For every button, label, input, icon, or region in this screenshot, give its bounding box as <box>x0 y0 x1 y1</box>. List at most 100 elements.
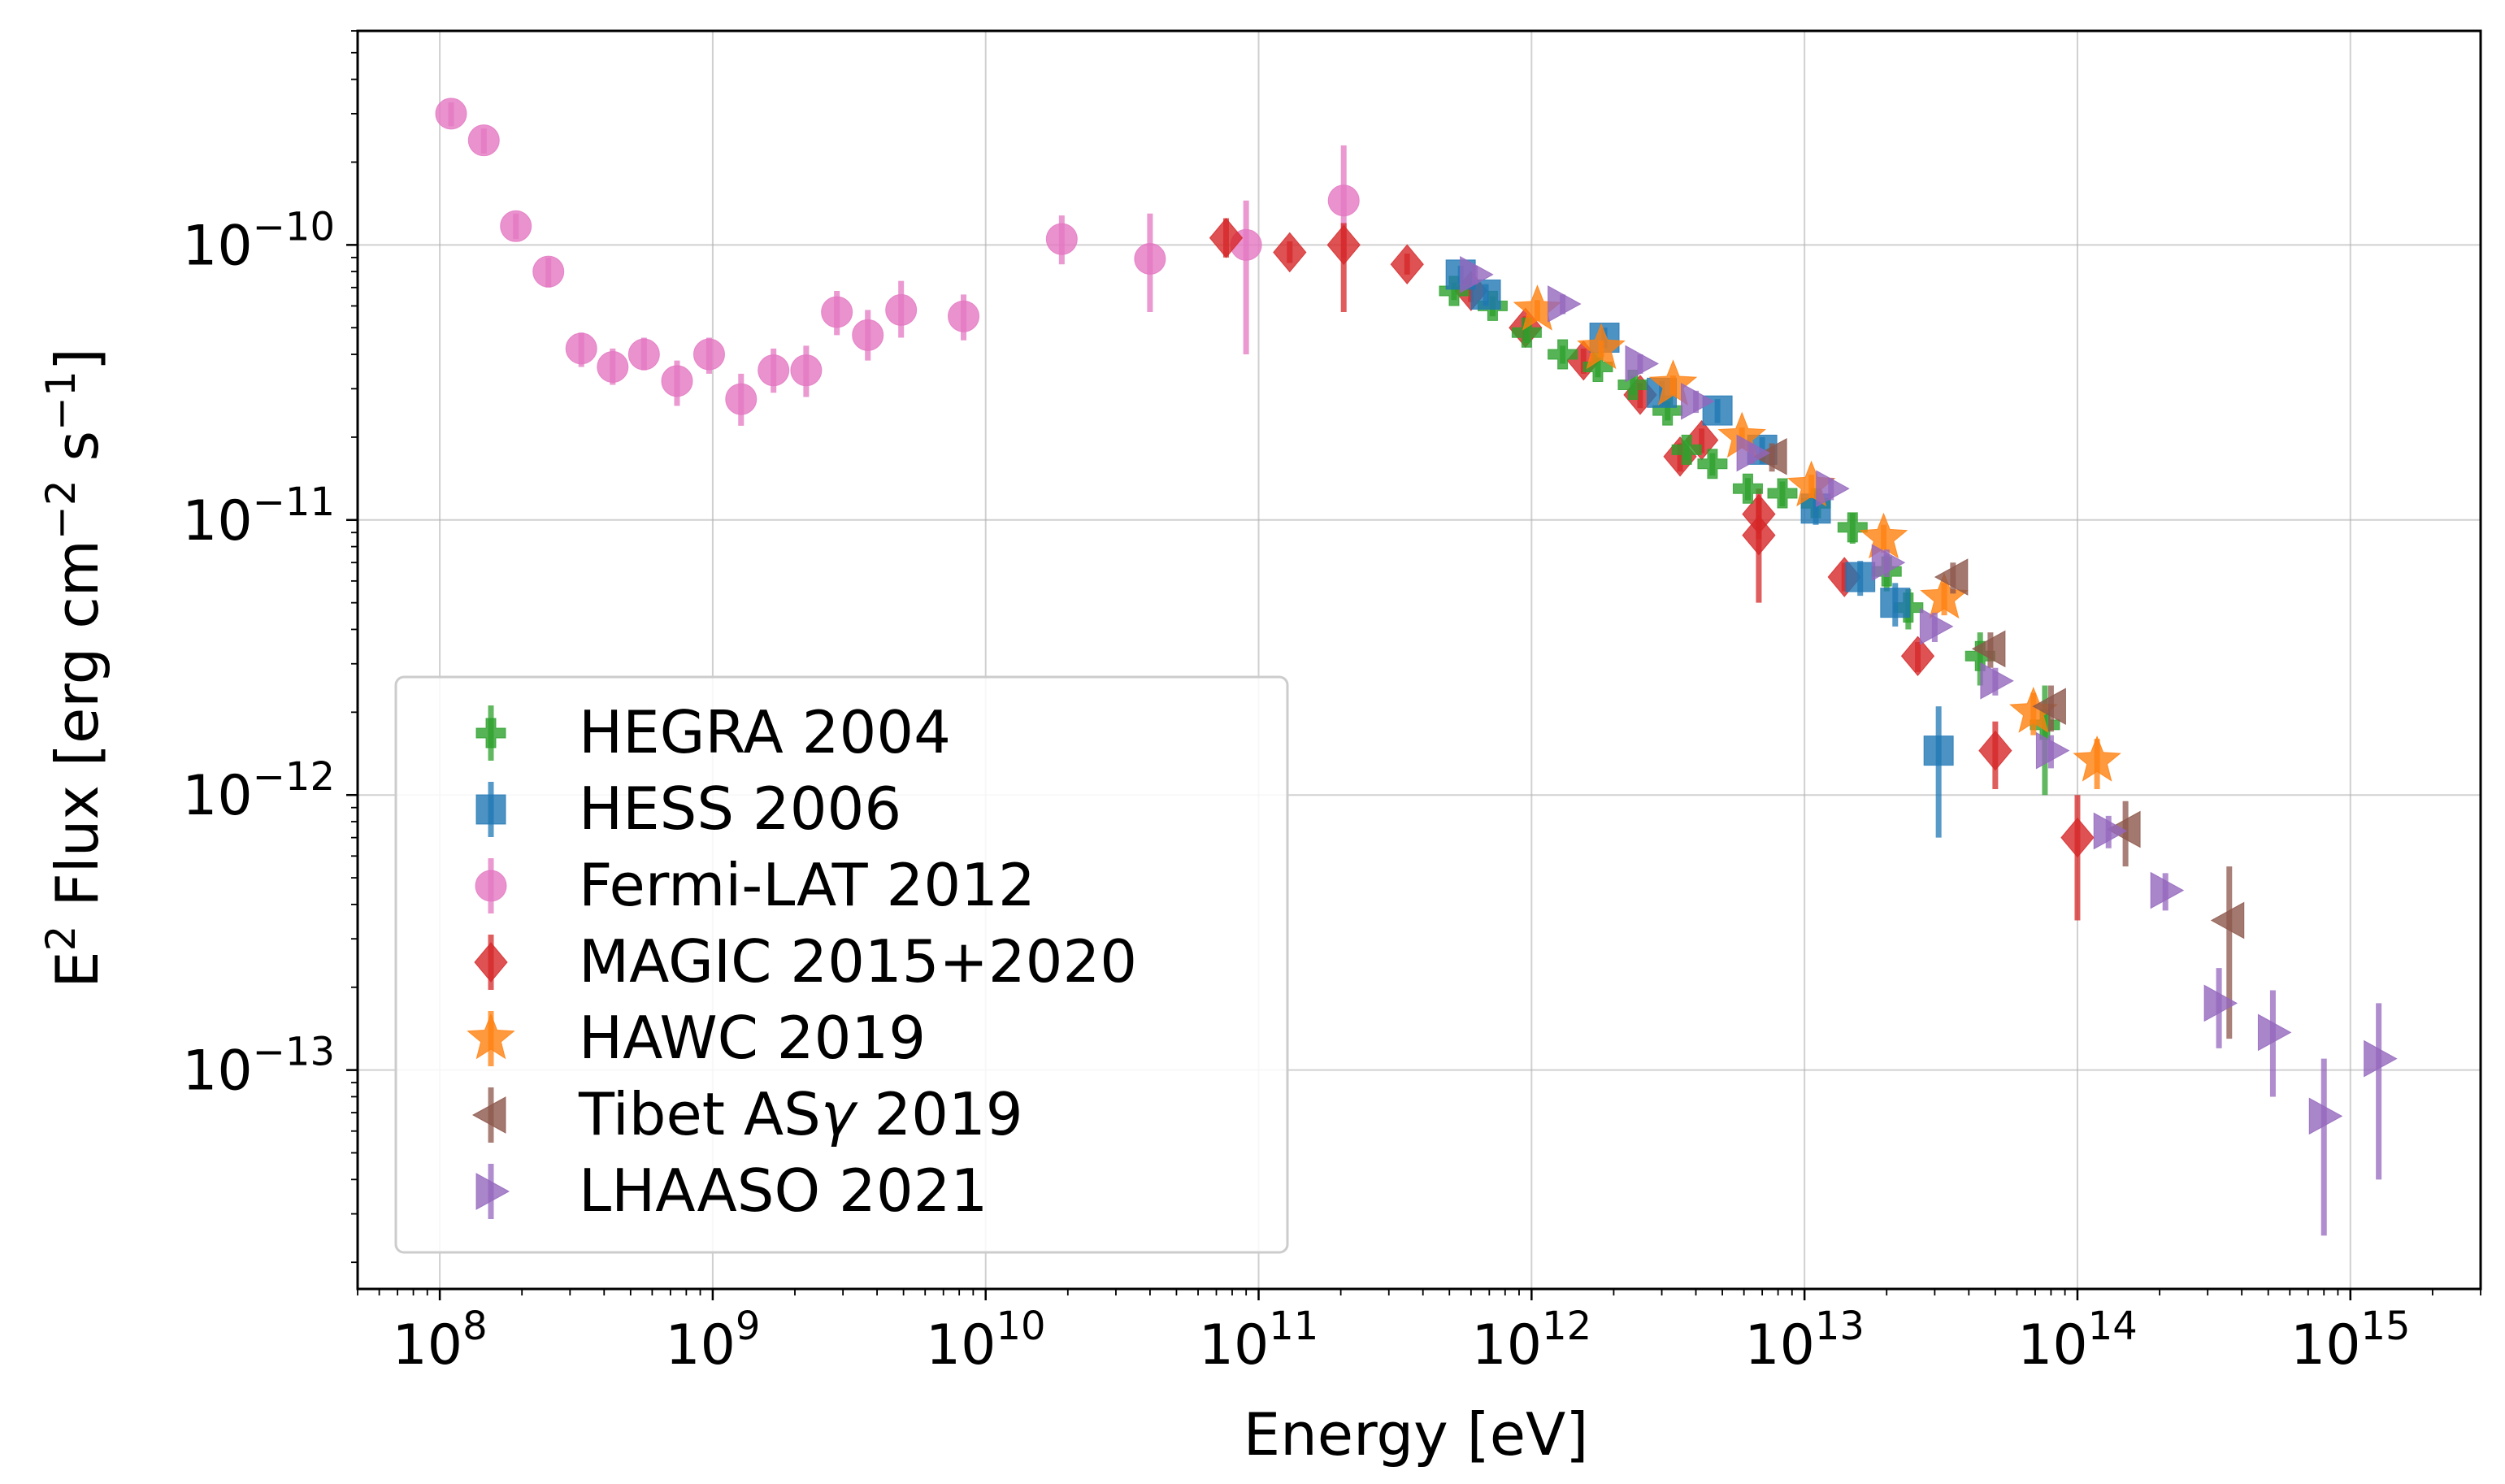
point-lhaaso-2021 <box>1816 470 1850 508</box>
legend-label-fermi: Fermi-LAT 2012 <box>579 851 1035 919</box>
x-tick-label-exp: 14 <box>2088 1304 2138 1349</box>
point-hawc-2019 <box>1648 359 1698 406</box>
point-lhaaso-2021 <box>2150 871 2185 909</box>
point-lhaaso-2021 <box>1736 434 1771 472</box>
tick-labels: 108 109 1010 1011 1012 1013 1014 101510−1310−12… <box>182 204 2410 1378</box>
point-lhaaso-2021 <box>1460 256 1494 293</box>
point-fermi-lat-2012 <box>435 98 467 130</box>
y-axis-label-e: E <box>43 951 111 988</box>
y-axis-label-s-exp: −1 <box>37 371 85 431</box>
point-hess-2006 <box>1845 562 1876 592</box>
point-hess-2006 <box>1880 588 1911 618</box>
legend-label-lhaaso: LHAASO 2021 <box>579 1156 988 1225</box>
point-fermi-lat-2012 <box>852 319 884 351</box>
point-tibet-as-2019 <box>1753 437 1787 475</box>
y-tick-label-base: 10 <box>182 1039 253 1104</box>
x-tick-label-base: 10 <box>2017 1313 2088 1378</box>
x-tick-label: 109 <box>665 1304 760 1378</box>
y-axis-label: E2 Flux [erg cm−2 s−1] <box>37 348 111 988</box>
point-fermi-lat-2012 <box>821 296 853 328</box>
point-magic-2015-2020 <box>1900 636 1935 677</box>
x-tick-label-base: 10 <box>926 1313 996 1378</box>
y-axis-label-cm-exp: −2 <box>37 479 85 540</box>
y-tick-label: 10−12 <box>182 754 335 828</box>
point-hegra-2004 <box>1767 478 1798 509</box>
y-tick-label-exp: −10 <box>253 204 335 250</box>
series-lhaaso-2021 <box>1460 256 2398 1236</box>
point-hawc-2019 <box>2073 735 2121 782</box>
y-axis-label-e-exp: 2 <box>37 926 85 952</box>
x-tick-label: 1015 <box>2290 1304 2411 1378</box>
point-lhaaso-2021 <box>1625 345 1660 383</box>
y-tick-label-base: 10 <box>182 764 253 828</box>
point-fermi-lat-2012 <box>1134 242 1166 275</box>
x-tick-label-exp: 15 <box>2361 1304 2411 1349</box>
legend-markers <box>467 705 515 1219</box>
point-lhaaso-2021 <box>1681 382 1715 420</box>
point-magic-2015-2020 <box>1273 232 1307 273</box>
point-fermi-lat-2012 <box>758 354 790 387</box>
plot-frame <box>356 29 2482 1291</box>
legend-marker-hawc-2019 <box>467 1013 515 1060</box>
x-tick-label-exp: 8 <box>462 1304 488 1349</box>
point-hegra-2004 <box>1511 317 1542 348</box>
point-fermi-lat-2012 <box>790 354 823 387</box>
axis-ticks <box>346 30 2481 1300</box>
point-hegra-2004 <box>1697 449 1728 479</box>
point-hegra-2004 <box>1548 339 1578 370</box>
point-lhaaso-2021 <box>2364 1039 2398 1078</box>
x-tick-label: 1014 <box>2017 1304 2138 1378</box>
x-tick-label-base: 10 <box>2290 1313 2361 1378</box>
legend: HEGRA 2004 HESS 2006 Fermi-LAT 2012 MAGI… <box>394 675 1289 1254</box>
legend-label-magic: MAGIC 2015+2020 <box>579 927 1137 996</box>
legend-label-tibet-gamma: γ <box>821 1080 858 1148</box>
point-magic-2015-2020 <box>1742 514 1776 556</box>
legend-marker-fermi-lat-2012 <box>475 870 507 902</box>
legend-marker-hegra-2004 <box>475 718 506 749</box>
point-hawc-2019 <box>1577 323 1626 370</box>
point-magic-2015-2020 <box>2060 817 2095 858</box>
point-lhaaso-2021 <box>1548 285 1582 323</box>
x-tick-label: 108 <box>393 1304 488 1378</box>
x-tick-label: 1013 <box>1744 1304 1865 1378</box>
y-tick-label-exp: −12 <box>253 754 335 800</box>
point-fermi-lat-2012 <box>532 255 565 288</box>
legend-marker-tibet-as-2019 <box>471 1096 506 1134</box>
legend-label-hawc: HAWC 2019 <box>579 1004 926 1072</box>
legend-label-hegra: HEGRA 2004 <box>579 698 951 766</box>
point-fermi-lat-2012 <box>1045 223 1078 255</box>
point-lhaaso-2021 <box>2035 731 2070 770</box>
point-magic-2015-2020 <box>1326 224 1361 266</box>
point-fermi-lat-2012 <box>565 332 597 365</box>
legend-box <box>394 675 1289 1254</box>
x-tick-label-exp: 9 <box>736 1304 761 1349</box>
y-axis-label-flux: Flux [erg cm <box>43 540 111 925</box>
x-tick-label-exp: 12 <box>1542 1304 1591 1349</box>
legend-label-tibet: Tibet ASγ 2019 <box>578 1080 1023 1148</box>
point-lhaaso-2021 <box>1919 607 1954 645</box>
point-lhaaso-2021 <box>1871 544 1906 582</box>
point-hess-2006 <box>1470 279 1501 310</box>
x-tick-label-base: 10 <box>1199 1313 1270 1378</box>
x-tick-label: 1011 <box>1199 1304 1319 1378</box>
x-axis-label: Energy [eV] <box>1244 1400 1589 1469</box>
y-axis-label-s: s <box>43 431 111 479</box>
point-lhaaso-2021 <box>1980 662 2014 700</box>
legend-marker-magic-2015-2020 <box>474 942 508 983</box>
legend-marker-lhaaso-2021 <box>475 1173 510 1210</box>
point-tibet-as-2019 <box>1934 558 1969 596</box>
point-hegra-2004 <box>1732 473 1763 504</box>
y-axis-label-close: ] <box>43 348 111 371</box>
point-magic-2015-2020 <box>1390 244 1424 285</box>
point-fermi-lat-2012 <box>467 124 500 157</box>
x-tick-label-base: 10 <box>1744 1313 1815 1378</box>
point-fermi-lat-2012 <box>948 300 980 332</box>
x-tick-label-exp: 11 <box>1269 1304 1318 1349</box>
point-fermi-lat-2012 <box>1327 184 1360 217</box>
y-tick-label: 10−11 <box>182 479 335 553</box>
svg-text:E2 Flux [erg cm−2 s−1]: E2 Flux [erg cm−2 s−1] <box>37 348 111 988</box>
point-magic-2015-2020 <box>1209 218 1244 258</box>
point-magic-2015-2020 <box>1978 730 2012 771</box>
